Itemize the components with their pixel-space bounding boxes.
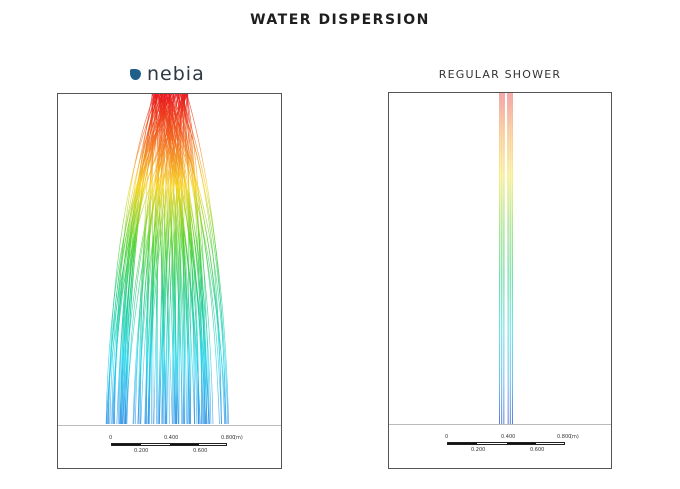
nebia-dispersion-panel: 0 0.400 0.800 (m) 0.200 0.600 [57,93,282,469]
streamline [186,94,210,425]
scale-tick: 0.800 [557,434,572,440]
streamline [166,94,185,425]
brand-name: nebia [147,63,205,85]
streamline [151,94,154,425]
streamline [165,94,205,425]
streamline [162,94,181,425]
streamline [159,94,179,425]
scale-tick: 0.800 [221,435,236,441]
page-title: WATER DISPERSION [250,12,430,28]
streamline [147,94,187,425]
streamline [176,94,185,425]
streamline [176,94,222,425]
streamline [144,94,179,425]
scale-bar-graphic [111,443,227,446]
streamline [164,94,180,425]
scale-bar-left: 0 0.400 0.800 (m) 0.200 0.600 [58,435,281,468]
streamline [126,94,159,425]
streamline [137,94,188,425]
scale-tick: 0 [109,435,113,441]
streamline [169,94,186,425]
streamline [120,94,163,425]
scale-tick: 0.600 [530,447,545,453]
streamline [175,94,220,425]
streamline [124,94,158,425]
streamline [137,94,164,425]
scale-tick: 0 [445,434,449,440]
streamline [172,94,191,425]
scale-bar-right: 0 0.400 0.800 (m) 0.200 0.600 [389,434,611,467]
nebia-spray-streamlines [105,94,229,425]
regular-shower-streamlines [499,93,513,425]
streamline [179,94,229,425]
streamline [172,94,184,425]
scale-unit: (m) [234,435,243,441]
nebia-logo: nebia [130,62,205,86]
scale-tick: 0.200 [471,447,486,453]
streamline [161,94,179,425]
streamline [145,94,153,425]
scale-bar-graphic [447,442,565,445]
scale-tick: 0.200 [134,448,149,454]
streamline [160,94,204,425]
scale-unit: (m) [570,434,579,440]
streamline [119,94,159,425]
streamline [118,94,167,425]
streamline [155,94,208,425]
scale-tick: 0.600 [193,448,208,454]
streamline [168,94,214,425]
streamline [124,94,163,425]
scale-tick: 0.400 [501,434,516,440]
streamline [155,94,157,425]
streamline [122,94,168,425]
streamline [158,94,212,425]
water-drop-icon [130,68,141,80]
regular-shower-label: REGULAR SHOWER [438,68,562,81]
streamline [111,94,171,425]
regular-shower-panel: 0 0.400 0.800 (m) 0.200 0.600 [388,92,612,469]
floor-line [389,424,611,425]
scale-tick: 0.400 [164,435,179,441]
floor-line [58,425,281,426]
